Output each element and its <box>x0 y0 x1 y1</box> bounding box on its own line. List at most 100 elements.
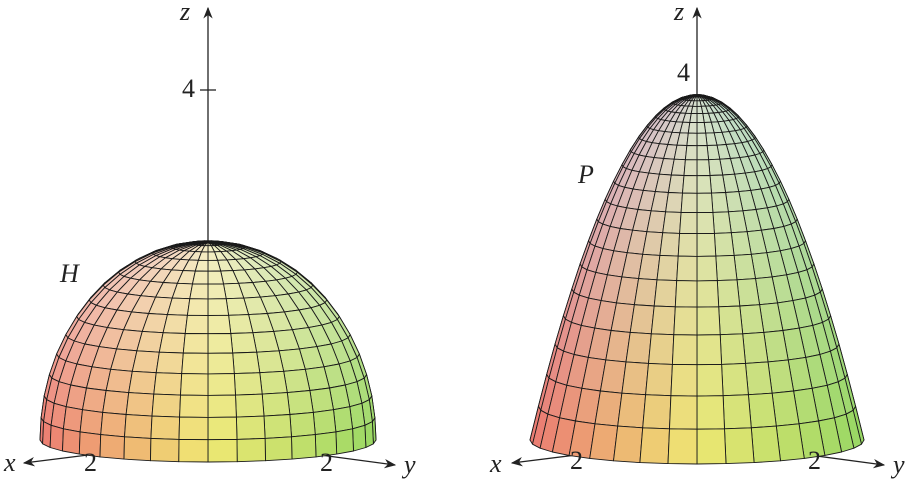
mesh-face <box>263 414 292 439</box>
mesh-face <box>192 270 209 285</box>
x-tick-label: 2 <box>570 446 583 475</box>
mesh-face <box>696 122 707 134</box>
surface-label: P <box>577 160 594 189</box>
y-axis-label: y <box>890 450 905 479</box>
mesh-face <box>696 105 704 115</box>
mesh-face <box>715 254 738 282</box>
mesh-face <box>671 334 698 366</box>
mesh-face <box>724 427 755 465</box>
mesh-face <box>155 351 184 375</box>
mesh-face <box>645 362 673 397</box>
mesh-face <box>131 350 160 374</box>
mesh-face <box>105 368 133 394</box>
mesh-face <box>653 279 678 308</box>
paraboloid-surface <box>529 94 865 465</box>
mesh-face <box>696 428 727 465</box>
mesh-face <box>128 370 157 395</box>
mesh-face <box>659 232 681 257</box>
mesh-face <box>696 280 720 308</box>
mesh-face <box>639 427 670 465</box>
mesh-face <box>708 158 724 176</box>
right-labels: z 4 P x 2 2 y <box>489 0 905 479</box>
mesh-face <box>696 145 710 161</box>
mesh-face <box>100 411 127 438</box>
mesh-face <box>309 387 334 413</box>
mesh-face <box>736 278 761 307</box>
mesh-face <box>696 132 708 147</box>
mesh-face <box>259 370 288 395</box>
mesh-face <box>181 352 209 375</box>
mesh-face <box>642 394 672 430</box>
mesh-face <box>742 331 769 364</box>
mesh-face <box>656 254 679 282</box>
mesh-face <box>182 333 209 354</box>
z-tick-label: 4 <box>182 74 195 103</box>
mesh-face <box>633 278 658 307</box>
y-axis-label: y <box>401 450 416 479</box>
mesh-face <box>235 393 265 418</box>
x-tick-label: 2 <box>84 448 97 477</box>
mesh-face <box>670 158 686 176</box>
mesh-face <box>286 390 314 415</box>
mesh-face <box>289 411 316 438</box>
mesh-face <box>179 394 209 418</box>
mesh-face <box>696 113 705 124</box>
mesh-face <box>189 283 209 300</box>
left-labels: z 4 H x 2 2 y <box>3 0 416 479</box>
mesh-face <box>79 409 104 436</box>
mesh-face <box>670 363 698 397</box>
z-axis-label: z <box>673 0 684 26</box>
mesh-face <box>82 387 107 413</box>
mesh-face <box>625 331 652 364</box>
mesh-face <box>207 373 236 396</box>
mesh-face <box>775 423 805 462</box>
mesh-face <box>719 333 746 365</box>
mesh-face <box>711 192 729 213</box>
mesh-face <box>745 361 773 396</box>
mesh-face <box>665 192 683 213</box>
mesh-face <box>747 392 777 429</box>
mesh-face <box>49 424 64 452</box>
mesh-face <box>230 332 258 354</box>
mesh-face <box>264 436 293 462</box>
mesh-face <box>679 211 698 235</box>
mesh-face <box>709 174 727 194</box>
mesh-face <box>676 255 698 282</box>
mesh-face <box>613 425 644 464</box>
mesh-face <box>718 305 744 336</box>
mesh-face <box>235 415 266 440</box>
mesh-face <box>722 394 752 430</box>
mesh-face <box>62 428 81 455</box>
mesh-face <box>178 416 209 441</box>
mesh-face <box>312 409 337 436</box>
mesh-face <box>125 392 155 417</box>
y-tick-label: 2 <box>808 446 821 475</box>
mesh-face <box>352 424 367 452</box>
mesh-face <box>716 279 741 308</box>
mesh-face <box>151 393 181 418</box>
mesh-face <box>690 105 698 115</box>
mesh-face <box>684 145 698 161</box>
mesh-face <box>207 314 232 335</box>
mesh-face <box>62 406 83 433</box>
mesh-face <box>178 438 209 463</box>
mesh-face <box>696 395 725 430</box>
mesh-face <box>686 132 698 147</box>
mesh-face <box>207 283 227 300</box>
mesh-face <box>677 232 698 257</box>
mesh-face <box>674 280 698 308</box>
mesh-face <box>207 270 224 285</box>
mesh-face <box>184 314 209 335</box>
mesh-face <box>291 434 317 460</box>
mesh-face <box>333 406 354 433</box>
mesh-face <box>99 434 125 460</box>
mesh-face <box>124 414 153 439</box>
mesh-face <box>123 436 152 462</box>
mesh-face <box>617 392 647 429</box>
mesh-face <box>696 159 711 177</box>
mesh-face <box>162 314 188 334</box>
mesh-face <box>629 304 655 335</box>
x-axis-label: x <box>489 449 502 478</box>
mesh-face <box>256 350 285 374</box>
